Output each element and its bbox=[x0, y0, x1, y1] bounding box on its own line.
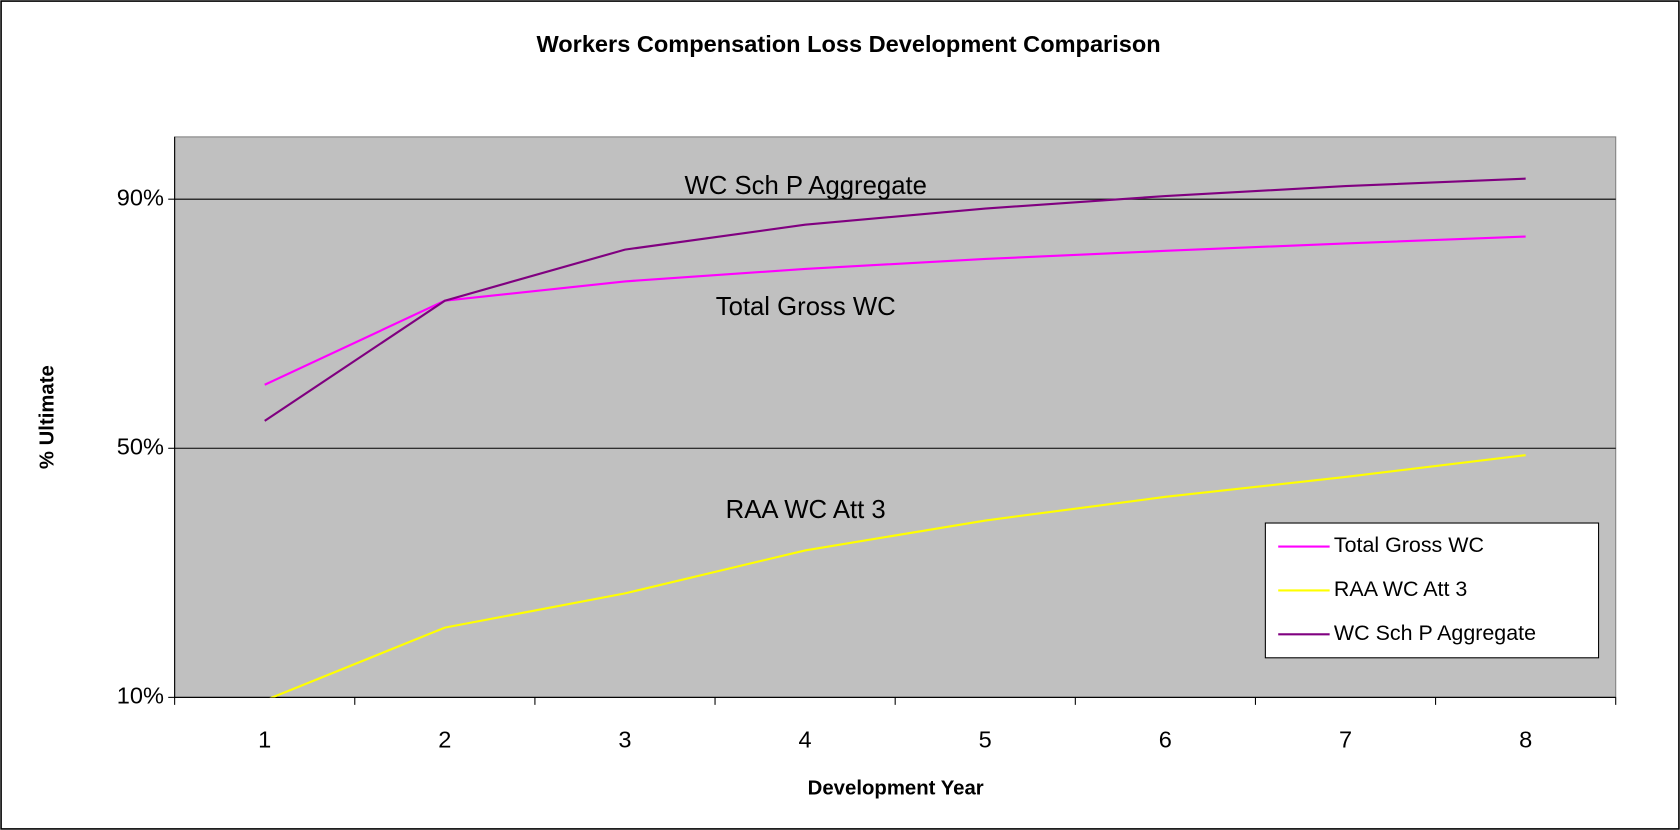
chart-title: Workers Compensation Loss Development Co… bbox=[536, 31, 1160, 57]
x-tick-label: 8 bbox=[1519, 726, 1532, 752]
x-tick-label: 5 bbox=[979, 726, 992, 752]
x-axis-title: Development Year bbox=[808, 778, 984, 800]
x-tick-label: 1 bbox=[258, 726, 271, 752]
annotation: WC Sch P Aggregate bbox=[684, 172, 926, 200]
x-tick-label: 3 bbox=[618, 726, 631, 752]
y-tick-label: 10% bbox=[117, 683, 164, 709]
plot-lines bbox=[264, 177, 1526, 698]
y-tick-label: 90% bbox=[117, 184, 164, 210]
y-tick-label: 50% bbox=[117, 434, 164, 460]
legend-label: RAA WC Att 3 bbox=[1334, 577, 1467, 601]
legend-label: WC Sch P Aggregate bbox=[1334, 621, 1536, 645]
x-tick-label: 4 bbox=[799, 726, 812, 752]
x-tick-label: 7 bbox=[1339, 726, 1352, 752]
x-tick-label: 2 bbox=[438, 726, 451, 752]
series-line bbox=[269, 454, 1526, 698]
series-line bbox=[264, 235, 1526, 386]
series-line bbox=[264, 177, 1526, 422]
y-axis-title: % Ultimate bbox=[37, 365, 59, 469]
annotation: RAA WC Att 3 bbox=[726, 496, 886, 524]
legend-label: Total Gross WC bbox=[1334, 533, 1484, 557]
x-tick-label: 6 bbox=[1159, 726, 1172, 752]
annotation: Total Gross WC bbox=[716, 293, 896, 321]
